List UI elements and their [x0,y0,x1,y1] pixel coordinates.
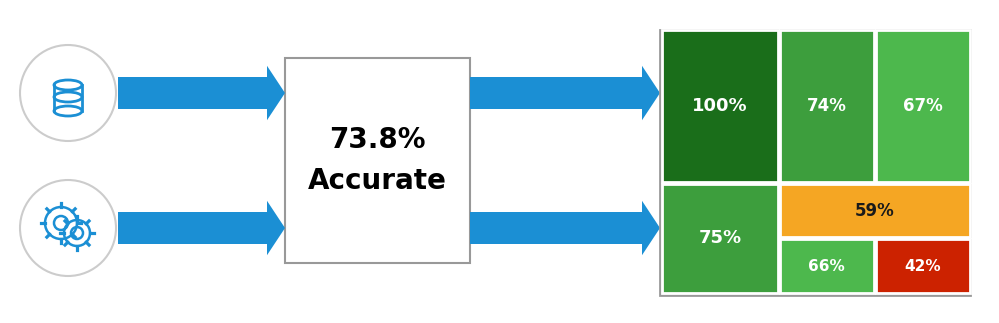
Bar [285,58,470,263]
Circle shape [20,45,116,141]
Text: 67%: 67% [903,97,943,115]
Text: 42%: 42% [905,259,941,274]
Bar [470,212,642,244]
Polygon shape [642,66,660,120]
Text: 59%: 59% [855,202,895,220]
Text: 100%: 100% [692,97,747,115]
Text: 73.8%
Accurate: 73.8% Accurate [308,126,447,195]
Bar [470,77,642,109]
Bar [876,239,970,293]
Bar [780,30,874,182]
Bar [118,212,267,244]
Polygon shape [642,201,660,255]
Bar [876,30,970,182]
Bar [662,184,778,293]
Text: 74%: 74% [807,97,847,115]
Bar [660,30,970,295]
Polygon shape [267,201,285,255]
Bar [118,77,267,109]
Bar [780,239,874,293]
Text: 75%: 75% [698,229,741,247]
Polygon shape [267,66,285,120]
Text: 66%: 66% [808,259,845,274]
Bar [662,30,778,182]
Bar [780,184,970,237]
Circle shape [20,180,116,276]
